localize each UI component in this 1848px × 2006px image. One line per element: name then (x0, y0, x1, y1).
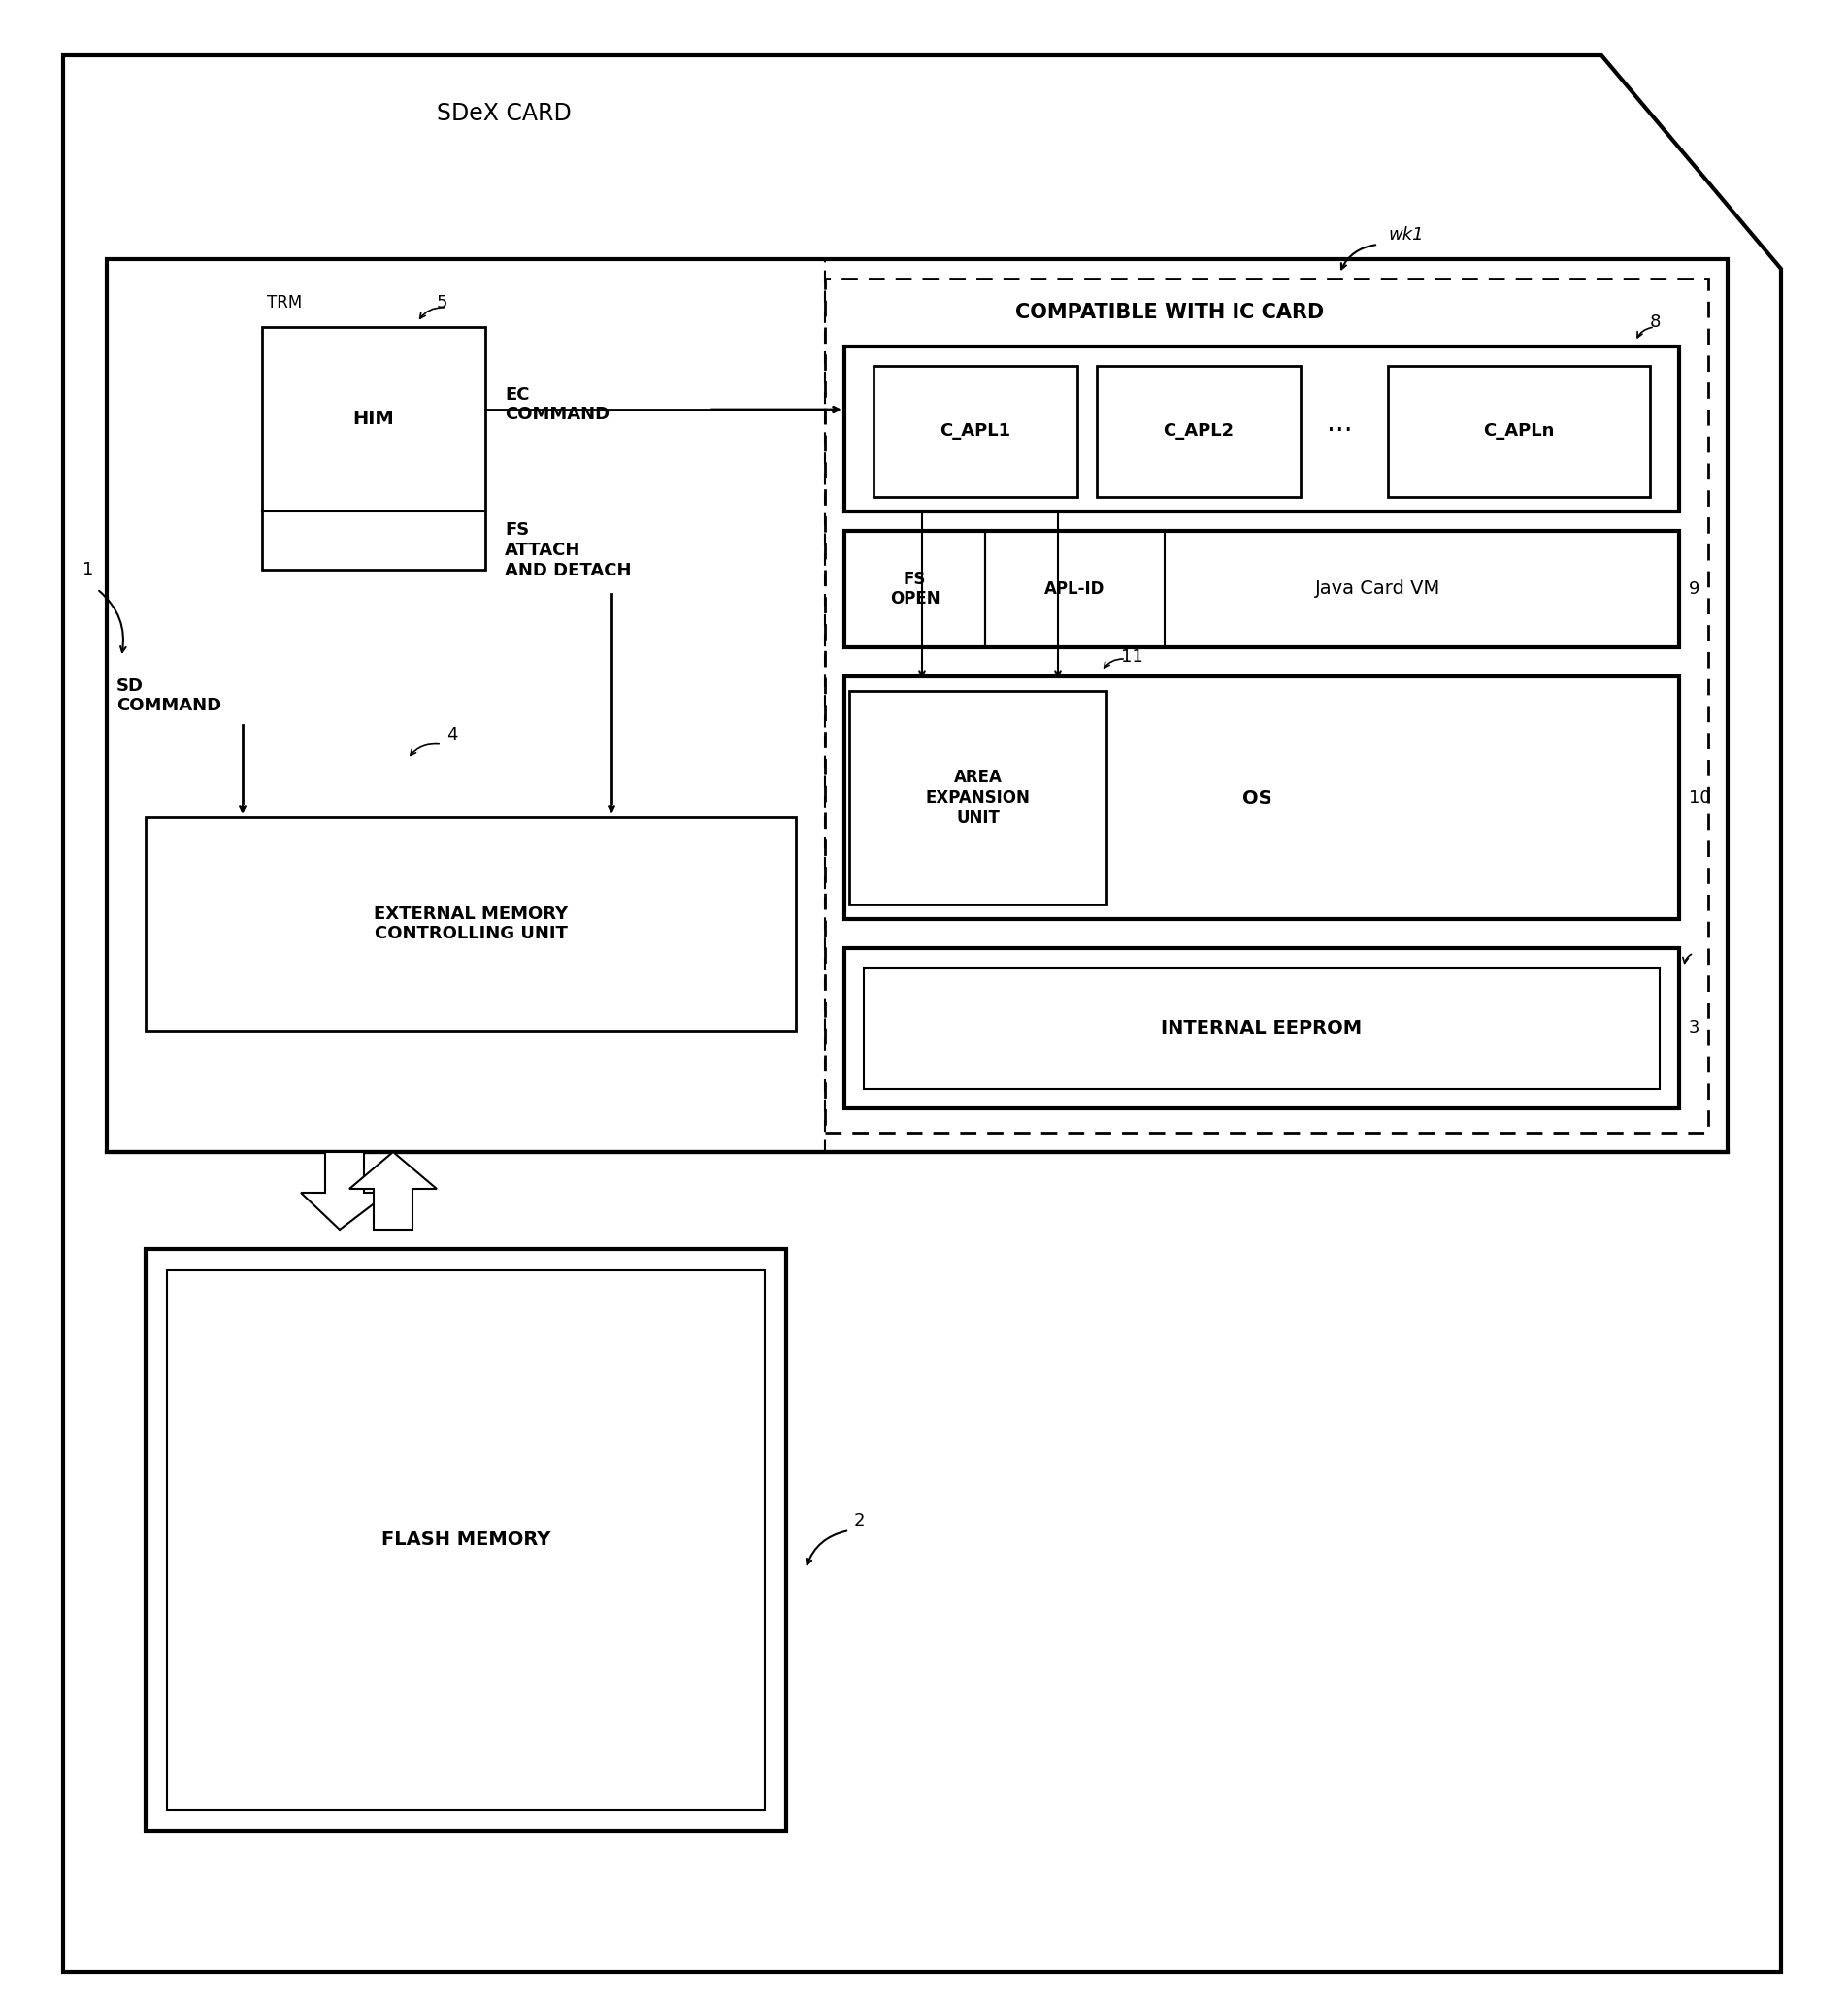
Text: 3: 3 (1689, 1019, 1700, 1037)
Text: 1: 1 (83, 562, 94, 578)
Text: SD
COMMAND: SD COMMAND (116, 676, 222, 714)
Text: wk1: wk1 (1388, 227, 1423, 243)
Text: COMPATIBLE WITH IC CARD: COMPATIBLE WITH IC CARD (1015, 303, 1323, 323)
Text: FS
ATTACH
AND DETACH: FS ATTACH AND DETACH (505, 522, 632, 580)
Bar (863, 967, 1660, 1089)
Bar (845, 532, 985, 648)
Bar (262, 327, 486, 570)
Text: FS
OPEN: FS OPEN (889, 570, 941, 608)
Text: 10: 10 (1689, 788, 1711, 806)
Bar (850, 690, 1107, 905)
Text: 5: 5 (436, 295, 447, 311)
Bar (985, 532, 1164, 648)
Text: C_APLn: C_APLn (1484, 423, 1554, 439)
Text: 2: 2 (854, 1513, 865, 1529)
Bar (845, 676, 1680, 919)
Polygon shape (301, 1151, 388, 1230)
Text: 4: 4 (447, 726, 458, 744)
Bar (874, 365, 1077, 497)
Bar (845, 347, 1680, 512)
Bar (166, 1270, 765, 1809)
Bar (824, 279, 1708, 1133)
Text: C_APL1: C_APL1 (941, 423, 1011, 439)
Text: 9: 9 (1689, 580, 1700, 598)
Text: HIM: HIM (353, 409, 394, 429)
Text: ···: ··· (1327, 417, 1353, 445)
Text: C_APL2: C_APL2 (1162, 423, 1234, 439)
Bar (1096, 365, 1301, 497)
Text: EC
COMMAND: EC COMMAND (505, 385, 610, 423)
Text: EXTERNAL MEMORY
CONTROLLING UNIT: EXTERNAL MEMORY CONTROLLING UNIT (373, 905, 567, 943)
Bar (146, 1250, 785, 1831)
Bar (1388, 365, 1650, 497)
Text: AREA
EXPANSION
UNIT: AREA EXPANSION UNIT (926, 768, 1029, 826)
Text: TRM: TRM (266, 295, 301, 311)
Text: FLASH MEMORY: FLASH MEMORY (381, 1531, 551, 1549)
Text: Java Card VM: Java Card VM (1316, 580, 1441, 598)
Text: INTERNAL EEPROM: INTERNAL EEPROM (1161, 1019, 1362, 1037)
Bar (845, 532, 1680, 648)
Bar (107, 259, 1728, 1151)
Text: APL-ID: APL-ID (1044, 580, 1105, 598)
Text: 11: 11 (1122, 648, 1144, 666)
Text: 8: 8 (1650, 313, 1661, 331)
Bar (146, 816, 796, 1031)
Bar (845, 949, 1680, 1107)
Text: SDeX CARD: SDeX CARD (436, 102, 571, 124)
Polygon shape (349, 1151, 436, 1230)
Text: OS: OS (1242, 788, 1271, 806)
